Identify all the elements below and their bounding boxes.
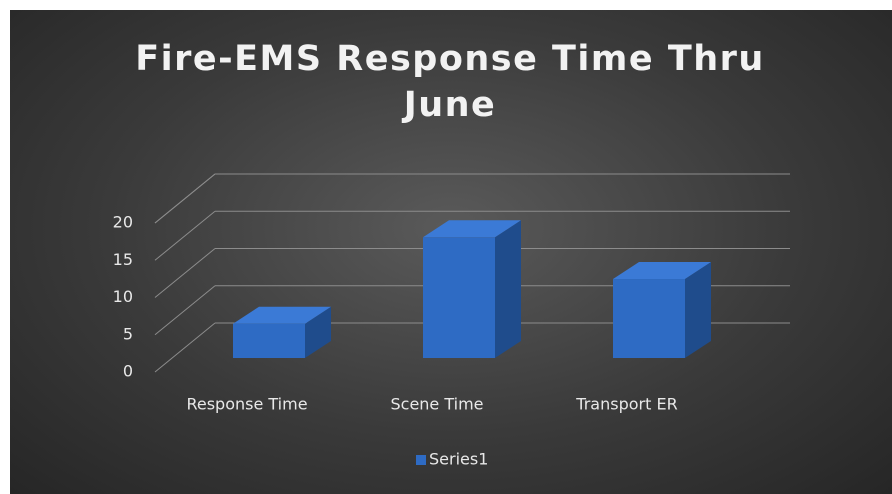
grid-line-side bbox=[154, 322, 216, 373]
grid-line-side bbox=[154, 285, 216, 336]
y-tick-label: 15 bbox=[113, 250, 133, 269]
y-tick-label: 10 bbox=[113, 287, 133, 306]
grid-line-side bbox=[154, 248, 216, 298]
chart: 0 5 10 15 20 Response Time Scene Time Transport… bbox=[113, 173, 790, 469]
chart-area: 0 5 10 15 20 Response Time Scene Time Transport… bbox=[10, 10, 892, 494]
chart-title: Fire-EMS Response Time Thru June bbox=[135, 39, 765, 125]
grid-line-side bbox=[154, 210, 216, 261]
legend-label: Series1 bbox=[429, 450, 488, 469]
y-tick-label: 5 bbox=[123, 324, 133, 343]
y-tick-label: 0 bbox=[123, 362, 133, 381]
bar bbox=[423, 237, 495, 358]
x-tick-label: Transport ER bbox=[575, 395, 677, 414]
x-tick-label: Scene Time bbox=[390, 395, 483, 414]
bar-top bbox=[423, 220, 521, 238]
bar bbox=[233, 323, 305, 358]
legend-swatch bbox=[416, 455, 426, 465]
bar-top bbox=[613, 262, 711, 280]
bar-side bbox=[305, 306, 331, 358]
y-tick-label: 20 bbox=[113, 213, 133, 232]
bar bbox=[613, 279, 685, 358]
grid-line-top bbox=[154, 173, 216, 224]
bar-side bbox=[495, 220, 521, 358]
bar-side bbox=[685, 262, 711, 358]
bar-top bbox=[233, 306, 331, 324]
x-tick-label: Response Time bbox=[186, 395, 307, 414]
